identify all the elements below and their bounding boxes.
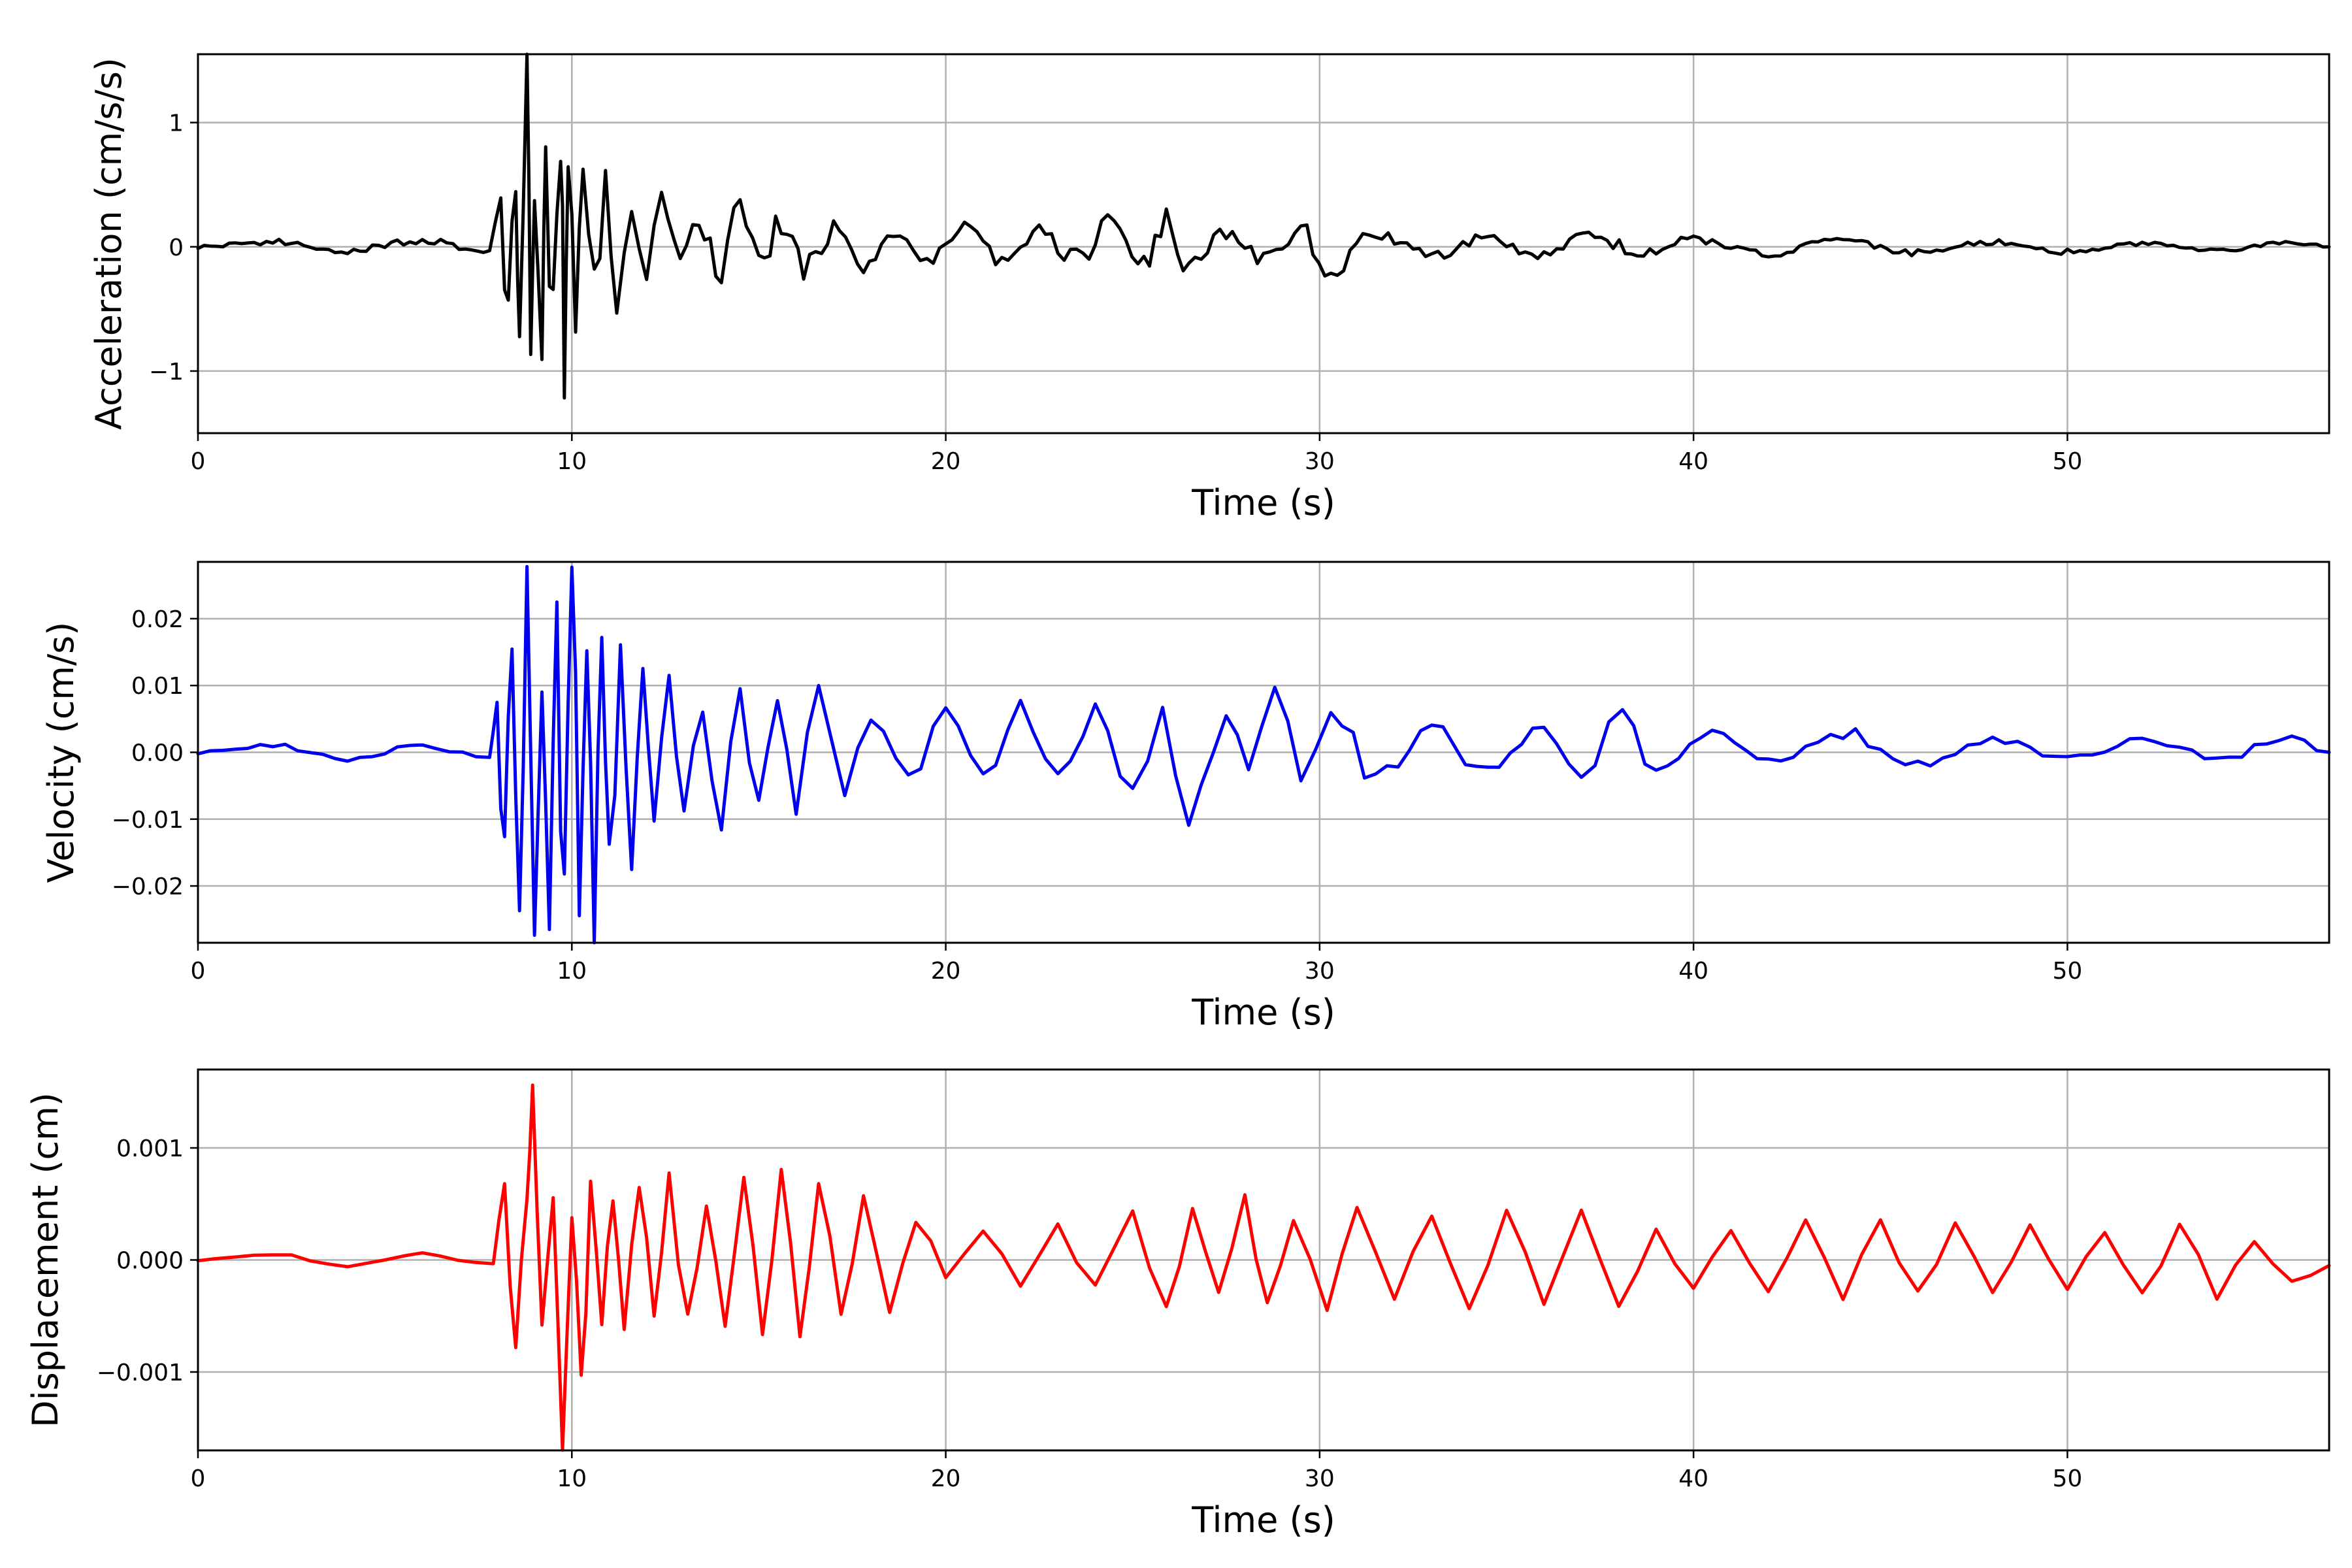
x-tick-label: 0 [191,958,206,985]
y-axis-label: Velocity (cm/s) [41,622,82,883]
y-tick-label: 0.001 [116,1135,184,1162]
velocity-series-line [196,564,2331,945]
x-tick-label: 0 [191,448,206,475]
y-axis-label: Displacement (cm) [25,1092,66,1428]
x-tick-label: 50 [2052,1465,2082,1492]
displacement-series-line [196,1083,2331,1452]
x-tick-label: 30 [1305,958,1335,985]
x-axis-label: Time (s) [1191,992,1335,1033]
y-axis-label: Acceleration (cm/s/s) [88,57,129,430]
x-tick-label: 30 [1305,1465,1335,1492]
y-tick-label: 0.01 [131,673,184,700]
x-tick-label: 50 [2052,448,2082,475]
x-tick-label: 0 [191,1465,206,1492]
panel-displacement: 0 10 20 30 40 50 −0.001 0.000 0.001 Time (s) Displ… [25,1068,2331,1541]
y-tick-label: −0.001 [97,1360,184,1386]
x-tick-label: 40 [1678,1465,1708,1492]
y-tick-label: 1 [169,110,184,137]
plot-frame [197,53,2330,434]
x-axis-label: Time (s) [1191,482,1335,523]
x-tick-label: 40 [1678,958,1708,985]
x-tick-label: 40 [1678,448,1708,475]
x-tick-label: 10 [557,958,587,985]
x-tick-label: 20 [931,958,961,985]
x-tick-label: 20 [931,1465,961,1492]
panel-acceleration: 0 10 20 30 40 50 −1 0 1 Time (s) Acceleration (cm/… [88,52,2331,523]
panel-velocity: 0 10 20 30 40 50 −0.02 −0.01 0.00 0.01 0.02 Time (s… [41,561,2331,1033]
y-tick-label: −1 [149,359,184,385]
y-tick-label: −0.02 [112,874,184,900]
x-tick-label: 30 [1305,448,1335,475]
x-tick-label: 10 [557,1465,587,1492]
y-tick-label: 0.000 [116,1248,184,1275]
y-tick-label: 0.00 [131,740,184,767]
x-tick-label: 50 [2052,958,2082,985]
y-tick-label: 0.02 [131,606,184,633]
x-tick-label: 20 [931,448,961,475]
y-tick-label: 0 [169,235,184,261]
x-axis-label: Time (s) [1191,1499,1335,1541]
acceleration-series-line [196,52,2331,400]
x-tick-label: 10 [557,448,587,475]
y-tick-label: −0.01 [112,807,184,834]
